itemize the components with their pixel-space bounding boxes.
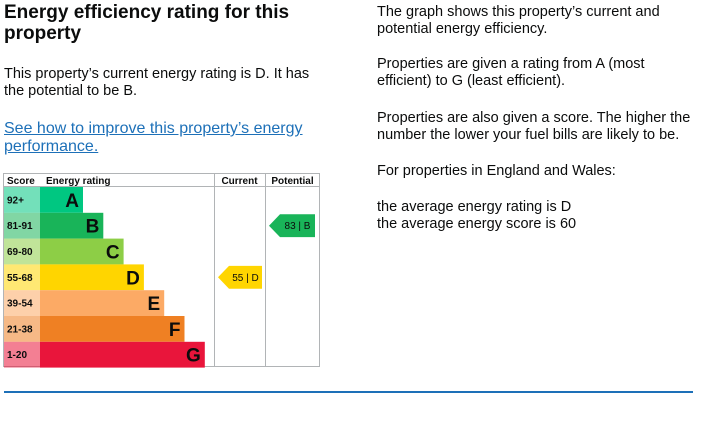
rating-letter-c: C [106, 243, 120, 264]
rating-bands: 92+ A 81-91 B 69-80 C 55-68 D 39-54 E 21-38 F 1-20 G [4, 187, 205, 368]
column-header-current: Current [221, 176, 258, 187]
score-label-c: 69-80 [7, 247, 33, 258]
rating-letter-a: A [65, 191, 79, 212]
rating-bar-c [40, 238, 124, 265]
score-cell-b [4, 212, 40, 239]
page-title: Energy efficiency rating for this proper… [4, 2, 290, 44]
score-label-d: 55-68 [7, 273, 33, 284]
score-description: Properties are also given a score. The h… [377, 110, 691, 143]
rating-letter-e: E [148, 294, 161, 315]
column-header-energy-rating: Energy rating [46, 176, 110, 187]
graph-description: The graph shows this property’s current … [377, 4, 660, 37]
rating-bar-a [40, 187, 83, 213]
rating-summary: Energy efficiency rating for this proper… [4, 2, 334, 155]
average-rating-text: the average energy rating is D [377, 199, 572, 215]
current-rating-label: 55 | D [232, 273, 259, 284]
score-cell-e [4, 290, 40, 316]
column-header-score: Score [7, 176, 35, 187]
energy-rating-chart: Score Energy rating Current Potential 92… [3, 173, 320, 368]
score-cell-f [4, 316, 40, 342]
score-label-g: 1-20 [7, 350, 27, 361]
potential-rating-arrow [269, 214, 315, 238]
score-label-e: 39-54 [7, 299, 33, 310]
potential-rating-label: 83 | B [285, 221, 311, 232]
rating-bar-f [40, 316, 185, 342]
improve-performance-link[interactable]: See how to improve this property’s energ… [4, 120, 303, 155]
average-score-text: the average energy score is 60 [377, 216, 577, 232]
score-label-f: 21-38 [7, 324, 33, 335]
ratings-description: Properties are given a rating from A (mo… [377, 56, 645, 89]
score-cell-c [4, 238, 40, 265]
column-header-potential: Potential [271, 176, 313, 187]
rating-letter-d: D [126, 268, 140, 289]
score-label-b: 81-91 [7, 221, 33, 232]
score-cell-a [4, 187, 40, 213]
rating-letter-f: F [169, 320, 181, 341]
rating-bar-b [40, 212, 104, 239]
rating-letter-b: B [86, 217, 100, 238]
region-text: For properties in England and Wales: [377, 163, 616, 179]
score-cell-d [4, 264, 40, 291]
current-rating-arrow [218, 265, 262, 289]
score-cell-g [4, 341, 40, 368]
rating-bar-g [40, 341, 205, 368]
current-rating-text: This property’s current energy rating is… [4, 66, 310, 99]
rating-markers: 55 | D 83 | B [218, 214, 315, 289]
section-divider [4, 391, 693, 393]
rating-letter-g: G [186, 346, 201, 367]
score-label-a: 92+ [7, 195, 24, 206]
rating-bar-e [40, 290, 165, 316]
rating-bar-d [40, 264, 144, 291]
